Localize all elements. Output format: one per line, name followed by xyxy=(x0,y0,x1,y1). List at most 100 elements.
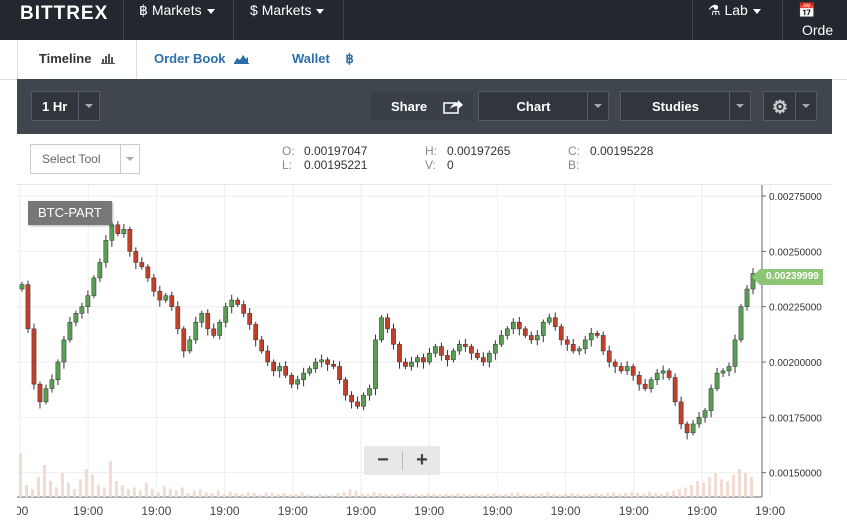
volume-bar xyxy=(564,493,568,497)
x-tick-label: 19:00 xyxy=(619,504,649,518)
zoom-out-button[interactable]: − xyxy=(377,449,389,471)
candle-body xyxy=(205,313,211,330)
settings-button[interactable]: ⚙ xyxy=(763,91,817,121)
y-tick-label: 0.00250000 xyxy=(769,247,822,258)
candle-body xyxy=(55,361,61,380)
nav-lab[interactable]: ⚗ Lab xyxy=(708,0,761,40)
nav-label: Markets xyxy=(261,2,312,18)
share-button[interactable]: Share xyxy=(370,91,474,121)
candle-body xyxy=(139,262,145,268)
bitcoin-icon: ฿ xyxy=(345,51,354,66)
volume-bar xyxy=(144,482,148,497)
candle-body xyxy=(367,388,372,396)
volume-bar xyxy=(252,493,256,497)
candle-body xyxy=(409,361,414,367)
nav-separator xyxy=(123,0,124,40)
volume-bar xyxy=(102,487,106,497)
candle-body xyxy=(127,229,133,252)
tab-wallet[interactable]: Wallet ฿ xyxy=(292,40,354,79)
volume-bar xyxy=(552,493,556,497)
volume-bar xyxy=(336,493,340,497)
candle-body xyxy=(61,339,67,363)
tab-order-book[interactable]: Order Book xyxy=(154,40,250,79)
candle-body xyxy=(37,383,43,403)
volume-bar xyxy=(54,487,58,497)
chart-type-select[interactable]: Chart xyxy=(478,91,609,121)
calendar-icon: 📅 xyxy=(798,2,816,18)
chevron-down-icon[interactable] xyxy=(587,92,608,120)
volume-bar xyxy=(630,492,634,497)
candle-body xyxy=(504,328,510,336)
candle-body xyxy=(349,394,354,403)
candle-body xyxy=(744,288,750,307)
candle-body xyxy=(618,366,624,372)
candle-body xyxy=(600,335,606,352)
volume-bar xyxy=(90,474,94,497)
x-tick-label: 19:00 xyxy=(687,504,717,518)
chevron-down-icon[interactable] xyxy=(729,92,750,120)
chevron-down-icon[interactable] xyxy=(120,145,139,173)
nav-separator xyxy=(692,0,693,40)
tab-timeline[interactable]: Timeline xyxy=(17,40,137,80)
volume-bar xyxy=(156,492,160,497)
candle-body xyxy=(654,372,660,380)
candle-body xyxy=(283,366,288,376)
chevron-down-icon[interactable] xyxy=(795,92,816,120)
top-navbar: BITTREX ฿ Markets $ Markets ⚗ Lab 📅 Orde xyxy=(0,0,847,40)
volume-bar xyxy=(498,494,502,497)
volume-bar xyxy=(678,489,682,497)
studies-select[interactable]: Studies xyxy=(620,91,751,121)
candle-body xyxy=(115,224,121,234)
volume-bar xyxy=(384,493,388,497)
price-chart[interactable]: :00 19:00 19:00 19:00 19:00 19:00 19:00 19:00 19… xyxy=(17,185,832,530)
candle-body xyxy=(385,317,390,330)
candle-body xyxy=(457,344,462,352)
volume-bar xyxy=(180,487,184,497)
volume-bar xyxy=(744,473,748,497)
volume-bar xyxy=(660,493,664,497)
volume-bar xyxy=(198,489,202,497)
chevron-down-icon[interactable] xyxy=(78,92,99,120)
candle-body xyxy=(487,352,492,363)
interval-select[interactable]: 1 Hr xyxy=(31,91,100,121)
candle-body xyxy=(540,321,546,336)
candle-body xyxy=(475,352,480,358)
volume-bar xyxy=(720,479,724,497)
volume-bar xyxy=(516,492,520,497)
candle-body xyxy=(570,344,576,352)
nav-orders[interactable]: 📅 Orde xyxy=(798,0,847,40)
candle-body xyxy=(720,370,726,374)
volume-bar xyxy=(540,493,544,497)
candle-body xyxy=(588,333,594,341)
candle-body xyxy=(307,368,312,374)
select-tool-dropdown[interactable]: Select Tool xyxy=(30,144,140,174)
candle-body xyxy=(103,240,109,263)
volume-value: 0 xyxy=(447,158,454,172)
volume-bar xyxy=(270,493,274,497)
candle-body xyxy=(660,370,666,374)
nav-markets-btc[interactable]: ฿ Markets xyxy=(139,0,215,40)
volume-bar xyxy=(654,493,658,497)
low-label: L: xyxy=(282,158,293,172)
candle-body xyxy=(421,357,426,363)
volume-bar xyxy=(108,461,112,497)
open-label: O: xyxy=(282,144,295,158)
candle-body xyxy=(67,321,73,341)
zoom-in-button[interactable]: + xyxy=(402,450,441,470)
bittrex-logo[interactable]: BITTREX xyxy=(20,3,109,24)
volume-bar xyxy=(150,489,154,497)
candle-body xyxy=(534,335,540,341)
volume-bar xyxy=(264,492,268,497)
candle-body xyxy=(271,361,277,372)
candle-body xyxy=(43,388,49,403)
volume-bar xyxy=(78,479,82,497)
volume-bar xyxy=(210,493,214,497)
y-tick-label: 0.00275000 xyxy=(769,192,822,203)
volume-bar xyxy=(468,494,472,497)
volume-bar xyxy=(714,473,718,497)
volume-bar xyxy=(84,469,88,497)
share-icon xyxy=(443,100,463,114)
current-price-badge: 0.00239999 xyxy=(752,269,823,285)
candle-body xyxy=(79,306,85,314)
nav-markets-usd[interactable]: $ Markets xyxy=(250,0,325,40)
